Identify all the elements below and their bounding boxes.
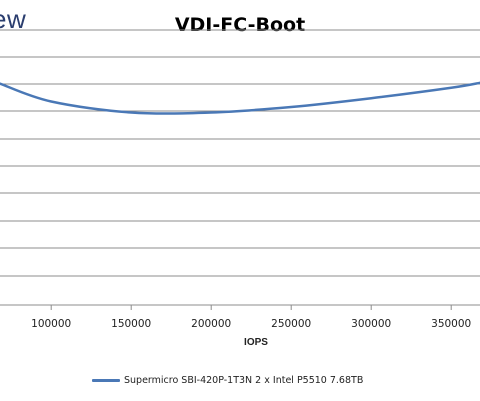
x-axis-label: IOPS	[244, 337, 268, 348]
x-tick-label-1: 150000	[111, 318, 151, 330]
series-line-0	[0, 81, 480, 115]
legend-label: Supermicro SBI-420P-1T3N 2 x Intel P5510…	[124, 375, 364, 386]
brand-logo-text: ew	[0, 4, 27, 34]
x-tick-label-5: 350000	[431, 318, 471, 330]
x-tick-label-2: 200000	[191, 318, 231, 330]
x-tick-label-4: 300000	[351, 318, 391, 330]
legend-swatch	[92, 379, 120, 382]
x-tick-label-3: 250000	[271, 318, 311, 330]
x-tick-label-0: 100000	[31, 318, 71, 330]
legend: Supermicro SBI-420P-1T3N 2 x Intel P5510…	[92, 375, 363, 386]
